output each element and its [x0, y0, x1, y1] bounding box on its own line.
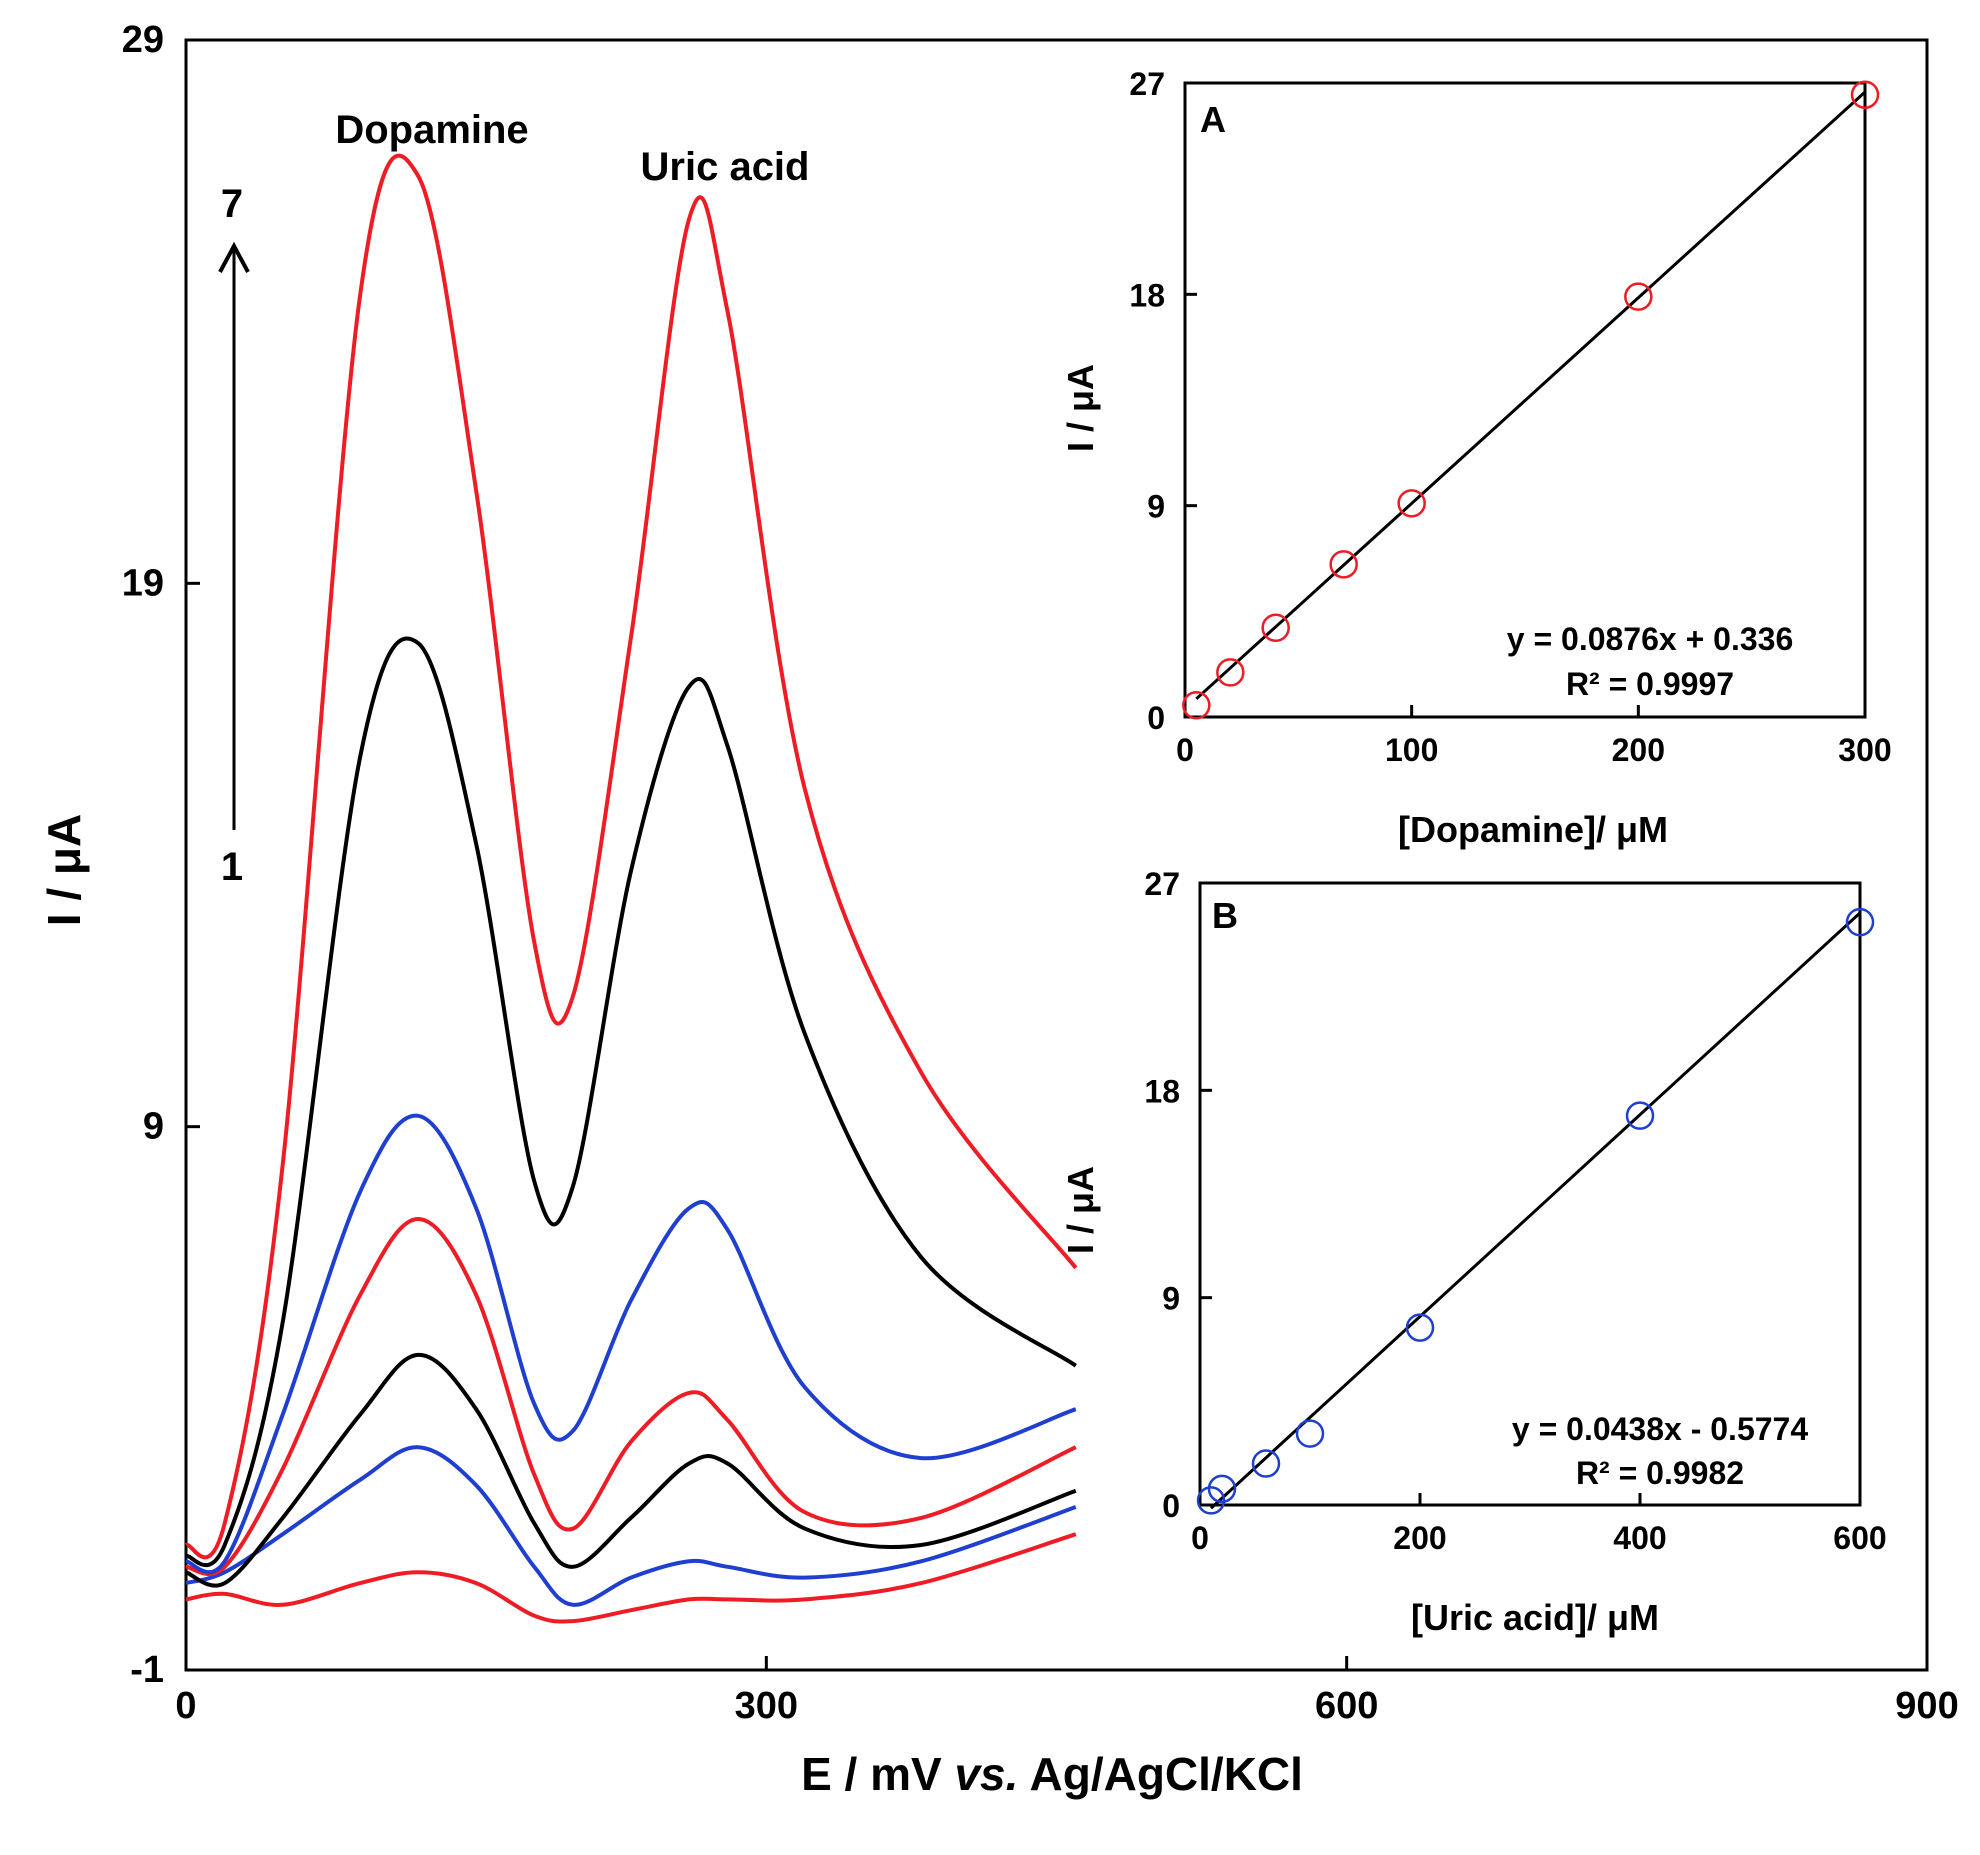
inset-b-fit-equation: y = 0.0438x - 0.5774	[1512, 1411, 1808, 1447]
arrow-label-top: 7	[221, 182, 243, 226]
main-x-tick-label: 0	[175, 1685, 196, 1727]
inset-a-y-tick-label: 18	[1129, 277, 1165, 313]
inset-b-data-point	[1625, 1101, 1655, 1130]
inset-a-data-point	[1850, 80, 1880, 109]
inset-b-x-axis-title: [Uric acid]/ μM	[1411, 1597, 1659, 1638]
inset-b-y-tick-label: 27	[1144, 866, 1180, 902]
main-y-tick-label: 9	[143, 1106, 164, 1148]
inset-b: 0 200 400 600 0 9 18 27 B y = 0.0438x - 0.5774…	[1060, 866, 1887, 1638]
inset-b-data-point	[1295, 1419, 1325, 1448]
inset-a-data-point	[1216, 658, 1245, 687]
concentration-arrow	[218, 241, 250, 830]
inset-a-y-tick-label: 9	[1147, 489, 1165, 525]
inset-b-data-point	[1405, 1313, 1435, 1342]
inset-a-y-tick-label: 0	[1147, 700, 1165, 736]
voltammogram-curve-5	[185, 1113, 1077, 1575]
inset-b-y-tick-label: 0	[1162, 1488, 1180, 1524]
inset-a-x-tick-label: 0	[1176, 732, 1194, 768]
inset-a-data-point	[1624, 282, 1653, 311]
inset-a-fit-equation: y = 0.0876x + 0.336	[1507, 621, 1793, 657]
inset-b-x-tick-label: 200	[1393, 1520, 1446, 1556]
inset-a-x-tick-label: 100	[1385, 732, 1438, 768]
inset-a-data-point	[1182, 691, 1211, 720]
inset-b-y-tick-label: 18	[1144, 1073, 1180, 1109]
main-x-ticks: 0 300 600 900	[175, 1656, 1959, 1727]
inset-a-x-tick-label: 300	[1838, 732, 1891, 768]
main-x-tick-label: 600	[1315, 1685, 1378, 1727]
main-plot-frame	[184, 38, 1929, 1672]
voltammogram-curve-3	[185, 1352, 1077, 1588]
main-y-ticks: -1 9 19 29	[122, 19, 200, 1691]
inset-b-y-tick-label: 9	[1162, 1281, 1180, 1317]
inset-a-y-tick-label: 27	[1129, 66, 1165, 102]
inset-a-x-tick-label: 200	[1612, 732, 1665, 768]
inset-a-data-point	[1397, 489, 1426, 518]
inset-a-data-point	[1329, 550, 1358, 579]
arrow-head	[218, 241, 250, 273]
inset-a-panel-label: A	[1200, 99, 1226, 140]
inset-b-data-point	[1845, 907, 1875, 937]
main-x-tick-label: 900	[1895, 1685, 1958, 1727]
inset-b-y-axis-title: I / μA	[1060, 1166, 1101, 1254]
inset-b-x-ticks: 0 200 400 600	[1191, 1493, 1887, 1556]
main-y-axis-title: I / μA	[38, 814, 90, 926]
inset-b-panel-label: B	[1212, 895, 1238, 936]
voltammogram-curve-6	[185, 636, 1077, 1568]
main-y-tick-label: 29	[122, 19, 164, 61]
inset-b-y-ticks: 0 9 18 27	[1144, 866, 1212, 1524]
voltammogram-curve-7	[185, 153, 1078, 1560]
inset-a-fit-line	[1195, 90, 1867, 700]
inset-a-x-axis-title: [Dopamine]/ μM	[1398, 809, 1668, 850]
voltammogram-curve-1	[185, 1532, 1077, 1624]
main-y-tick-label: -1	[130, 1649, 164, 1691]
inset-a-data-point	[1261, 613, 1290, 643]
inset-a-y-ticks: 0 9 18 27	[1129, 66, 1197, 736]
inset-b-x-tick-label: 0	[1191, 1520, 1209, 1556]
inset-a-x-ticks: 0 100 200 300	[1176, 705, 1892, 768]
inset-b-x-tick-label: 400	[1613, 1520, 1666, 1556]
voltammogram-curve-2	[185, 1445, 1077, 1607]
inset-b-frame	[1198, 881, 1862, 1507]
inset-b-x-tick-label: 600	[1833, 1520, 1886, 1556]
voltammogram-curve-4	[185, 1217, 1077, 1576]
inset-b-r-squared: R² = 0.9982	[1576, 1455, 1744, 1491]
main-x-axis-title: E / mV vs. Ag/AgCl/KCl	[801, 1748, 1303, 1800]
voltammogram-curves	[185, 153, 1078, 1624]
inset-a-r-squared: R² = 0.9997	[1566, 666, 1734, 702]
main-y-tick-label: 19	[122, 562, 164, 604]
inset-b-data-point	[1207, 1474, 1237, 1504]
inset-b-data-points	[1196, 907, 1875, 1515]
inset-b-data-point	[1251, 1449, 1281, 1478]
inset-a-y-axis-title: I / μA	[1060, 364, 1101, 452]
arrow-label-bottom: 1	[221, 845, 243, 889]
inset-a-data-points	[1182, 80, 1880, 720]
uric-acid-peak-label: Uric acid	[641, 145, 810, 189]
dopamine-peak-label: Dopamine	[335, 108, 528, 152]
inset-b-data-point	[1196, 1486, 1226, 1515]
inset-b-fit-line	[1209, 911, 1862, 1510]
main-x-tick-label: 300	[735, 1685, 798, 1727]
